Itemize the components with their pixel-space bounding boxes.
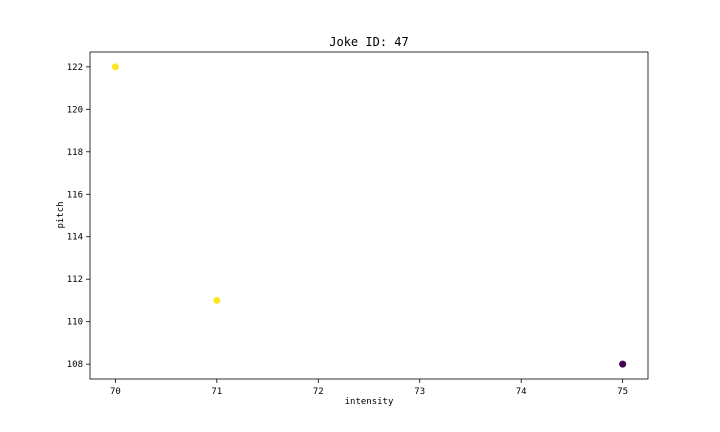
x-tick-label: 70	[110, 387, 121, 397]
y-tick-label: 108	[67, 360, 83, 370]
y-tick-label: 122	[67, 63, 83, 73]
y-axis: 108 110 112 114 116 118 120 122	[67, 63, 90, 370]
y-axis-label: pitch	[56, 201, 66, 228]
y-tick-label: 118	[67, 148, 83, 158]
y-tick-label: 110	[67, 318, 83, 328]
x-tick-label: 73	[414, 387, 425, 397]
data-points	[111, 63, 627, 368]
y-tick-label: 116	[67, 190, 83, 200]
data-point	[619, 360, 627, 368]
data-point	[111, 63, 119, 71]
plot-area	[89, 51, 649, 380]
x-tick-label: 74	[516, 387, 527, 397]
x-tick-label: 71	[211, 387, 222, 397]
x-tick-label: 75	[617, 387, 628, 397]
y-tick-label: 114	[67, 233, 83, 243]
chart-title: Joke ID: 47	[329, 35, 408, 49]
x-axis: 70 71 72 73 74 75	[110, 379, 628, 397]
x-tick-label: 72	[313, 387, 324, 397]
x-axis-label: intensity	[345, 397, 394, 407]
data-point	[213, 296, 221, 304]
y-tick-label: 120	[67, 105, 83, 115]
y-tick-label: 112	[67, 275, 83, 285]
